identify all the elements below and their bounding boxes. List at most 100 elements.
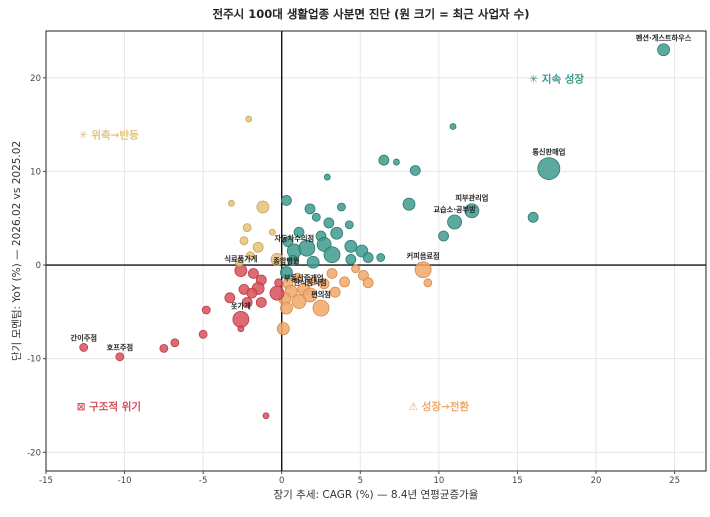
scatter-point: [308, 276, 318, 286]
chart-title: 전주시 100대 생활업종 사분면 진단 (원 크기 = 최근 사업자 수): [213, 7, 530, 21]
y-axis-label: 단기 모멘텀: YoY (%) — 2026.02 vs 2025.02: [11, 141, 23, 361]
y-tick-label: 0: [36, 261, 41, 271]
scatter-point: [269, 285, 285, 301]
grid-layer: [45, 31, 706, 471]
y-tick-label: 10: [30, 167, 41, 177]
y-tick-label: -20: [27, 448, 41, 458]
scatter-point: [252, 241, 264, 253]
scatter-point: [414, 261, 432, 279]
scatter-point: [306, 255, 320, 269]
scatter-point: [234, 264, 248, 278]
scatter-point: [657, 43, 670, 57]
scatter-point: [115, 352, 125, 362]
scatter-point: [423, 278, 433, 288]
scatter-point: [378, 154, 390, 166]
x-tick-label: 5: [358, 476, 363, 486]
ticks-layer: -15 -10 -5 0 5 10 15 20 25 -20 -10 0 10 20: [27, 74, 680, 486]
scatter-point: [239, 236, 249, 246]
scatter-point: [268, 228, 276, 236]
scatter-point: [302, 287, 318, 303]
quadrant-label: ✳ 위축→반등: [79, 129, 139, 142]
point-label: 펜션·게스트하우스: [636, 34, 692, 43]
x-tick-label: 10: [433, 476, 444, 486]
scatter-point: [344, 220, 354, 230]
x-tick-label: -5: [199, 476, 207, 486]
scatter-point: [159, 343, 169, 353]
scatter-point: [329, 286, 341, 298]
point-label: 커피음료점: [407, 252, 440, 261]
scatter-point: [262, 412, 270, 420]
scatter-point: [409, 165, 421, 176]
scatter-point: [234, 257, 244, 267]
scatter-point: [280, 301, 293, 315]
scatter-point: [402, 197, 416, 211]
scatter-point: [270, 253, 284, 266]
point-label: 한식음식점: [293, 278, 326, 287]
point-label: 편의점: [311, 290, 331, 299]
scatter-point: [447, 214, 462, 230]
scatter-point: [293, 226, 305, 238]
scatter-point: [232, 310, 250, 328]
points-layer: [79, 43, 670, 420]
x-tick-label: 20: [591, 476, 602, 486]
scatter-point: [228, 199, 235, 207]
point-label: 부동산중개업: [284, 273, 324, 282]
scatter-point: [311, 212, 321, 222]
scatter-point: [291, 294, 307, 309]
x-tick-label: -10: [118, 476, 132, 486]
scatter-point: [198, 329, 208, 339]
scatter-point: [255, 297, 267, 308]
scatter-point: [280, 266, 293, 279]
plot-frame: [45, 30, 707, 472]
scatter-point: [304, 203, 316, 215]
scatter-point: [281, 195, 292, 206]
scatter-point: [323, 246, 341, 264]
point-label: 식료품가게: [224, 255, 257, 264]
scatter-point: [449, 123, 457, 130]
point-label: 간이주점: [70, 333, 96, 342]
scatter-point: [276, 322, 290, 336]
point-label: 종합병원: [273, 257, 299, 266]
scatter-point: [245, 251, 255, 261]
x-tick-label: 15: [512, 476, 523, 486]
quadrant-label: ✳ 지속 성장: [529, 72, 584, 85]
scatter-point: [298, 239, 316, 257]
scatter-point: [242, 223, 252, 232]
scatter-point: [287, 254, 299, 266]
point-label: 통신판매업: [532, 148, 565, 157]
x-axis-label: 장기 추세: CAGR (%) — 8.4년 연평균증가율: [274, 489, 479, 501]
scatter-point: [345, 254, 357, 265]
scatter-point: [201, 305, 211, 315]
scatter-point: [245, 115, 253, 123]
scatter-point: [224, 292, 236, 304]
scatter-point: [344, 239, 358, 253]
point-label: 자동차수리점: [274, 234, 314, 243]
scatter-point: [464, 203, 480, 219]
x-tick-label: 25: [669, 476, 680, 486]
scatter-point: [79, 343, 89, 352]
point-label: 호프주점: [107, 343, 133, 352]
scatter-point: [248, 268, 259, 279]
scatter-point: [337, 202, 346, 212]
scatter-point: [362, 252, 374, 263]
scatter-point: [339, 276, 350, 288]
scatter-point: [292, 272, 303, 284]
scatter-point: [312, 299, 330, 317]
scatter-point: [282, 236, 294, 248]
scatter-point: [318, 278, 330, 290]
scatter-point: [256, 200, 270, 214]
y-tick-label: -10: [27, 355, 41, 365]
point-label: 피부관리업: [455, 194, 488, 203]
scatter-point: [246, 287, 258, 299]
scatter-point: [241, 297, 253, 308]
scatter-point: [323, 173, 331, 181]
scatter-point: [376, 253, 386, 262]
x-tick-label: -15: [39, 476, 53, 486]
scatter-point: [170, 338, 180, 348]
scatter-point: [326, 268, 338, 279]
quadrant-labels-layer: ✳ 지속 성장 ✳ 위축→반등 ⊠ 구조적 위기 ⚠ 성장→전환: [77, 72, 585, 413]
scatter-point: [274, 278, 283, 288]
scatter-point: [362, 277, 374, 289]
